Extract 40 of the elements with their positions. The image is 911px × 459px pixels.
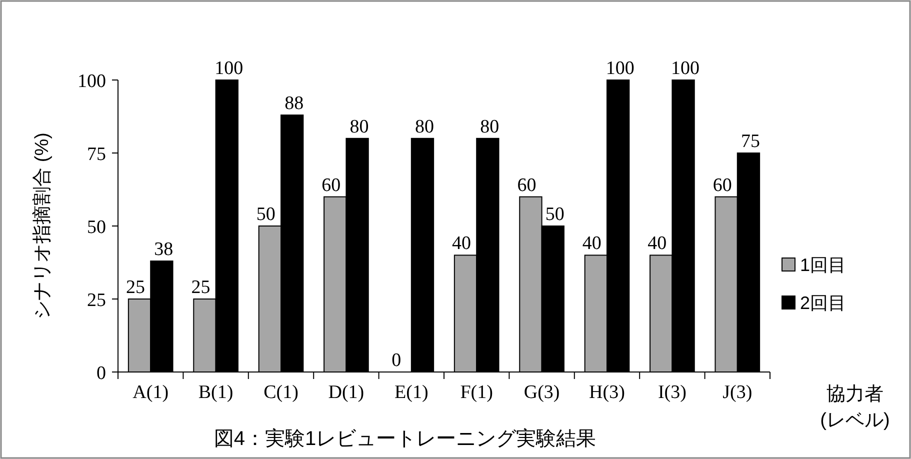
- data-label: 100: [606, 58, 634, 79]
- y-tick-label: 100: [78, 71, 106, 92]
- data-label: 100: [671, 58, 700, 79]
- data-label: 25: [191, 277, 210, 298]
- y-axis-title: シナリオ指摘割合 (%): [32, 132, 53, 320]
- data-label: 60: [712, 174, 732, 196]
- x-tick-label: H(3): [589, 382, 625, 403]
- data-label: 25: [126, 277, 146, 298]
- y-tick-label: 0: [96, 363, 106, 384]
- data-label: 40: [452, 233, 472, 254]
- x-tick-label: F(1): [460, 382, 493, 403]
- data-label: 80: [414, 116, 434, 138]
- data-label: 50: [256, 204, 276, 225]
- y-tick-label: 25: [87, 290, 106, 311]
- legend-label: 1回目: [800, 255, 846, 275]
- data-label: 100: [214, 58, 244, 79]
- x-tick-label: G(3): [524, 382, 560, 403]
- x-tick-label: D(1): [328, 382, 364, 403]
- data-label: 38: [154, 239, 174, 260]
- x-tick-label: E(1): [394, 382, 428, 403]
- data-label: 40: [648, 233, 667, 254]
- data-label: 60: [322, 174, 341, 196]
- data-label: 80: [480, 116, 500, 138]
- x-tick-label: I(3): [658, 382, 686, 403]
- y-tick-label: 50: [87, 217, 106, 238]
- x-axis-title: 協力者 (レベル): [820, 384, 890, 431]
- data-label: 75: [740, 131, 760, 152]
- x-tick-label: J(3): [722, 382, 752, 403]
- data-label: 80: [350, 116, 369, 138]
- data-label: 60: [517, 174, 536, 196]
- data-label: 40: [582, 233, 602, 254]
- x-tick-label: C(1): [264, 382, 298, 403]
- legend-label: 2回目: [800, 293, 846, 313]
- data-label: 88: [284, 93, 304, 114]
- x-tick-label: B(1): [198, 382, 234, 403]
- x-tick-label: A(1): [132, 382, 169, 403]
- text: 図4：実験1レビュートレーニング実験結果: [214, 427, 596, 450]
- y-tick-label: 75: [87, 144, 106, 165]
- data-label: 0: [392, 350, 402, 371]
- data-label: 50: [545, 204, 564, 225]
